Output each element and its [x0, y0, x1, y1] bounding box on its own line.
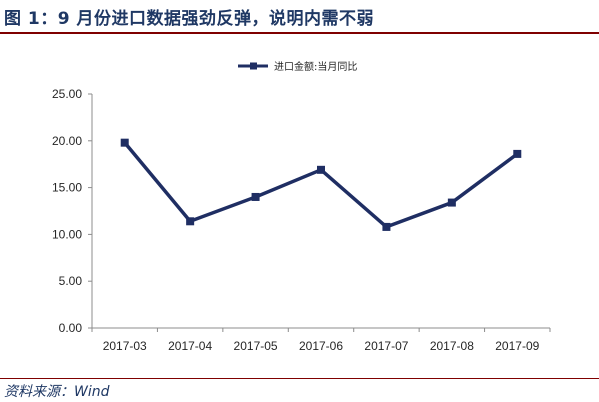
x-tick-label: 2017-04 [168, 339, 212, 353]
y-tick-label: 10.00 [52, 227, 82, 241]
x-tick-label: 2017-09 [495, 339, 539, 353]
series-line [123, 141, 519, 229]
y-tick-label: 25.00 [52, 87, 82, 101]
x-tick-label: 2017-03 [103, 339, 147, 353]
data-point-marker [186, 217, 195, 226]
source-divider [0, 378, 599, 379]
y-tick-label: 0.00 [59, 321, 83, 335]
x-tick-label: 2017-05 [234, 339, 278, 353]
data-point-marker [382, 222, 391, 231]
y-tick-label: 20.00 [52, 134, 82, 148]
x-tick-label: 2017-08 [430, 339, 474, 353]
figure-title: 图 1：9 月份进口数据强劲反弹，说明内需不弱 [4, 9, 374, 29]
x-tick-label: 2017-07 [364, 339, 408, 353]
title-divider [0, 32, 599, 34]
data-point-marker [120, 138, 129, 147]
legend-swatch-marker [250, 62, 257, 70]
y-tick-label: 15.00 [52, 181, 82, 195]
x-tick-label: 2017-06 [299, 339, 343, 353]
legend-label: 进口金额:当月同比 [274, 60, 357, 73]
source-note: 资料来源：Wind [4, 384, 110, 400]
data-point-marker [317, 165, 325, 174]
y-tick-label: 5.00 [59, 274, 83, 288]
data-point-marker [251, 192, 260, 201]
line-chart: 0.00 5.00 10.00 15.00 20.00 25.00 2017-03 2017-… [52, 60, 551, 353]
data-point-marker [447, 198, 456, 207]
data-point-marker [513, 149, 522, 158]
